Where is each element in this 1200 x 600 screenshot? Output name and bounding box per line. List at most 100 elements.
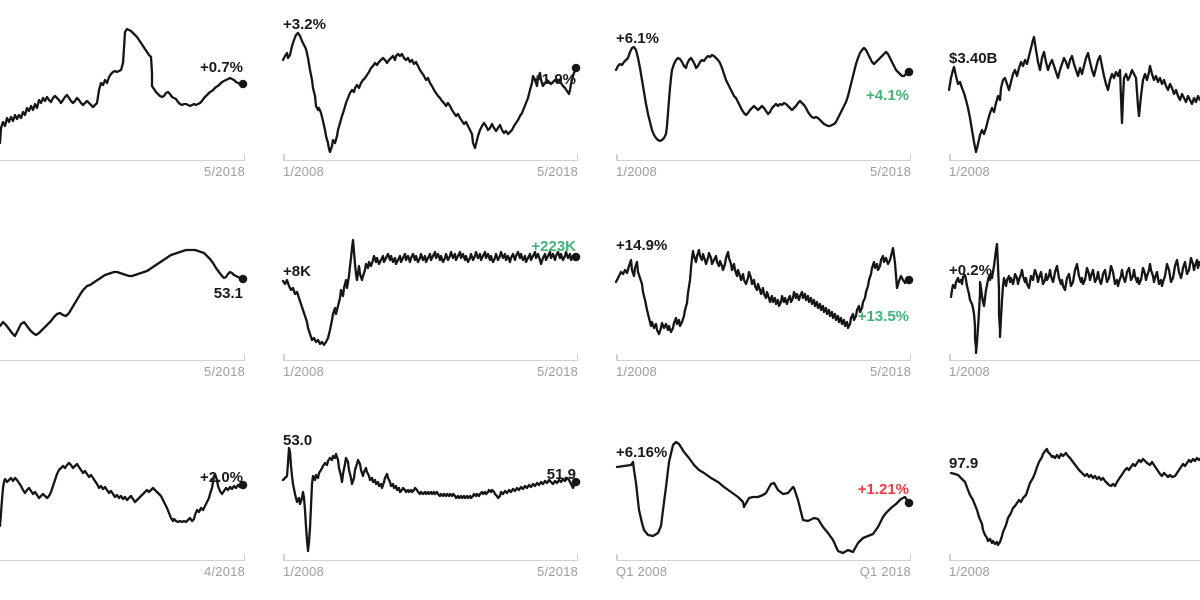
x-axis: [949, 153, 1200, 161]
x-axis: [283, 353, 578, 361]
x-axis-label-left: 1/2008: [616, 164, 657, 179]
x-axis: [0, 153, 245, 161]
axis-tick-left: [616, 553, 618, 560]
chart-cell-7: 1/2008 5/2018 +14.9% +13.5%: [614, 200, 914, 400]
line-series: [614, 246, 911, 336]
axis-tick-right: [909, 553, 911, 560]
line-series: [949, 242, 1200, 355]
x-axis-label-left: 1/2008: [283, 164, 324, 179]
end-value-label: 53.1: [213, 285, 243, 302]
start-value-label: $3.40B: [949, 50, 998, 67]
x-axis-label-right: 5/2018: [204, 364, 245, 379]
end-value-label: +223K: [531, 238, 576, 255]
x-axis-label-right: Q1 2018: [859, 564, 911, 579]
line-series: [947, 35, 1200, 154]
sparkline: [281, 238, 581, 347]
sparkline: [0, 248, 248, 338]
start-value-label: 53.0: [283, 432, 313, 449]
x-axis-label-right: 5/2018: [537, 564, 578, 579]
axis-tick-right: [909, 153, 911, 160]
x-axis-label-left: Q1 2008: [616, 564, 668, 579]
x-axis-label-left: 1/2008: [283, 364, 324, 379]
start-value-label: +0.2%: [949, 262, 992, 279]
x-axis: [283, 553, 578, 561]
x-axis-label-left: 1/2008: [949, 364, 990, 379]
chart-cell-4: 1/2008 $3.40B: [947, 0, 1200, 200]
sparkline: [614, 246, 914, 336]
start-value-label: +6.16%: [616, 444, 668, 461]
x-axis: [949, 353, 1200, 361]
chart-cell-12: 1/2008 97.9: [949, 400, 1200, 600]
end-value-label: +13.5%: [857, 308, 909, 325]
x-axis-label-right: 5/2018: [870, 164, 911, 179]
chart-cell-5: 5/2018 53.1: [0, 200, 248, 400]
line-series: [615, 440, 911, 555]
sparkline: [281, 446, 581, 553]
axis-tick-left: [283, 153, 285, 160]
start-value-label: +14.9%: [616, 237, 668, 254]
sparkline: [949, 447, 1200, 547]
sparkline: [947, 35, 1200, 154]
x-axis: [616, 153, 911, 161]
line-series: [281, 31, 578, 154]
chart-cell-1: 5/2018 +0.7%: [0, 0, 248, 200]
chart-cell-6: 1/2008 5/2018 +8K +223K: [281, 200, 581, 400]
axis-tick-right: [243, 553, 245, 560]
end-point-dot: [904, 275, 914, 285]
end-value-label: +1.21%: [857, 481, 909, 498]
x-axis: [616, 553, 911, 561]
chart-cell-10: 1/2008 5/2018 53.0 51.9: [281, 400, 581, 600]
sparkline: [0, 27, 248, 145]
x-axis-label-left: 1/2008: [949, 164, 990, 179]
end-point-dot: [238, 274, 248, 284]
end-value-label: +4.1%: [866, 87, 909, 104]
x-axis-label-left: 1/2008: [283, 564, 324, 579]
sparkline: [615, 440, 914, 555]
x-axis-label-left: 1/2008: [616, 364, 657, 379]
axis-tick-left: [949, 353, 951, 360]
axis-tick-right: [576, 353, 578, 360]
x-axis-label-right: 5/2018: [870, 364, 911, 379]
end-point-dot: [571, 477, 581, 487]
sparkline: [614, 45, 914, 143]
end-point-dot: [238, 480, 248, 490]
end-value-label: +2.0%: [200, 469, 243, 486]
axis-tick-left: [949, 153, 951, 160]
line-series: [281, 238, 578, 347]
axis-tick-right: [243, 353, 245, 360]
start-value-label: +8K: [283, 263, 311, 280]
axis-tick-right: [576, 153, 578, 160]
chart-cell-2: 1/2008 5/2018 +3.2% +1.9%: [281, 0, 581, 200]
end-point-dot: [904, 498, 914, 508]
end-value-label: +1.9%: [533, 71, 576, 88]
axis-tick-left: [283, 553, 285, 560]
chart-cell-9: 4/2018 +2.0%: [0, 400, 248, 600]
x-axis: [949, 553, 1200, 561]
x-axis-label-right: 4/2018: [204, 564, 245, 579]
end-value-label: +0.7%: [200, 59, 243, 76]
line-series: [614, 45, 911, 143]
start-value-label: +6.1%: [616, 30, 659, 47]
line-series: [0, 248, 245, 338]
chart-cell-3: 1/2008 5/2018 +6.1% +4.1%: [614, 0, 914, 200]
sparkline: [0, 461, 248, 528]
x-axis: [0, 553, 245, 561]
x-axis-label-right: 5/2018: [537, 164, 578, 179]
end-point-dot: [904, 67, 914, 77]
end-point-dot: [571, 63, 581, 73]
start-value-label: +3.2%: [283, 16, 326, 33]
sparkline: [281, 31, 581, 154]
chart-cell-11: Q1 2008 Q1 2018 +6.16% +1.21%: [615, 400, 914, 600]
x-axis: [0, 353, 245, 361]
end-point-dot: [238, 79, 248, 89]
end-value-label: 51.9: [546, 466, 576, 483]
line-series: [281, 446, 578, 553]
end-point-dot: [571, 252, 581, 262]
axis-tick-left: [283, 353, 285, 360]
sparkline: [949, 242, 1200, 355]
x-axis: [283, 153, 578, 161]
axis-tick-right: [909, 353, 911, 360]
line-series: [0, 461, 245, 528]
chart-cell-8: 1/2008 +0.2%: [949, 200, 1200, 400]
